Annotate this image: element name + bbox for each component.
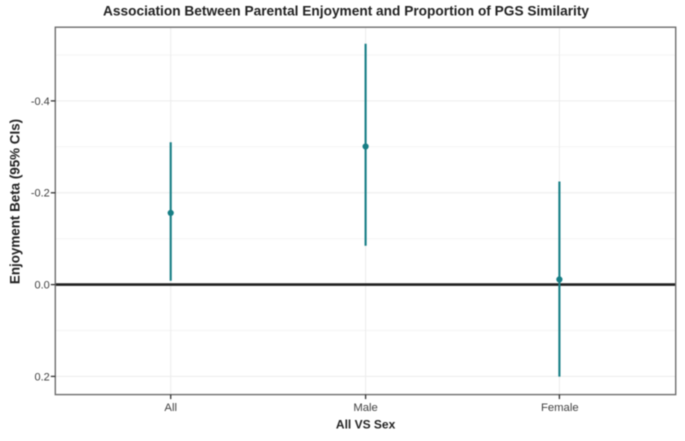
svg-text:-0.4: -0.4 [31, 96, 50, 108]
svg-text:Male: Male [353, 402, 378, 414]
svg-text:Female: Female [541, 402, 579, 414]
svg-text:All VS Sex: All VS Sex [336, 417, 396, 431]
svg-text:All: All [164, 402, 177, 414]
svg-text:0.2: 0.2 [35, 371, 50, 383]
svg-text:-0.2: -0.2 [31, 188, 50, 200]
svg-text:Association Between Parental E: Association Between Parental Enjoyment a… [103, 4, 589, 19]
svg-text:Enjoyment Beta (95% CIs): Enjoyment Beta (95% CIs) [8, 119, 23, 284]
svg-text:0.0: 0.0 [35, 280, 50, 292]
